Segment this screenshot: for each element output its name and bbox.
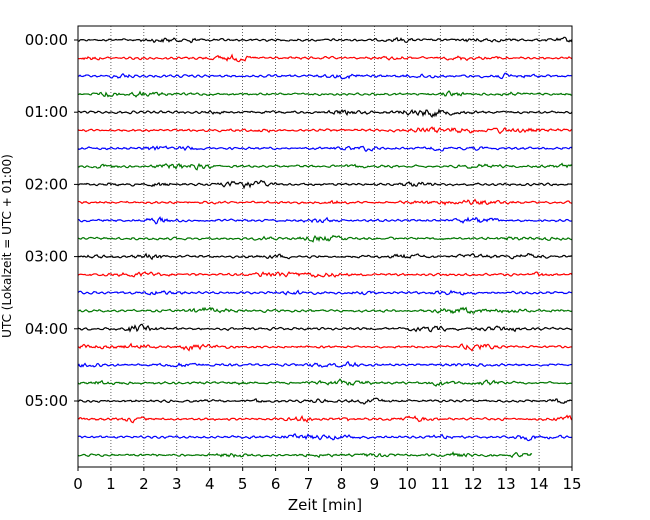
traces [77,36,573,459]
x-tick-label: 14 [530,475,549,493]
trace-line [77,72,573,80]
trace-line [77,179,573,190]
x-tick-label: 11 [431,475,450,493]
y-tick-label: 02:00 [25,175,68,193]
trace-line [77,198,573,206]
x-tick-label: 4 [205,475,215,493]
trace-line [77,234,573,243]
trace-line [77,216,573,225]
trace-line [77,451,533,459]
x-tick-label: 3 [172,475,182,493]
trace-line [77,323,573,333]
x-tick-label: 13 [497,475,516,493]
y-axis: 00:00 01:00 02:00 03:00 04:00 05:00 [25,31,78,410]
trace-line [77,90,573,98]
plot-area [78,26,572,467]
x-tick-label: 15 [562,475,581,493]
y-axis-label: UTC (Lokalzeit = UTC + 01:00) [0,154,14,338]
x-axis: 0 1 2 3 4 5 6 7 8 9 10 11 12 13 14 15 [73,467,582,493]
trace-line [77,414,573,424]
x-tick-label: 10 [398,475,417,493]
trace-line [77,271,573,278]
trace-line [77,108,573,118]
trace-line [77,397,573,405]
y-tick-label: 03:00 [25,248,68,266]
trace-line [77,360,573,368]
x-tick-label: 6 [271,475,281,493]
trace-line [77,53,573,63]
trace-line [77,306,573,315]
x-tick-label: 8 [337,475,347,493]
x-tick-label: 1 [106,475,116,493]
trace-line [77,433,573,442]
y-tick-label: 05:00 [25,392,68,410]
trace-line [77,126,573,135]
trace-line [77,289,573,296]
trace-line [77,342,573,352]
x-tick-label: 12 [464,475,483,493]
y-tick-label: 00:00 [25,31,68,49]
y-tick-label: 01:00 [25,103,68,121]
x-tick-label: 2 [139,475,149,493]
x-tick-label: 5 [238,475,248,493]
plot-frame [77,25,573,468]
trace-line [77,145,573,153]
trace-line [77,162,573,171]
trace-line [77,36,573,44]
y-tick-label: 04:00 [25,320,68,338]
trace-line [77,252,573,261]
trace-line [77,378,573,387]
x-tick-label: 9 [370,475,380,493]
x-axis-label: Zeit [min] [288,496,362,514]
x-tick-label: 0 [73,475,83,493]
x-tick-label: 7 [304,475,314,493]
